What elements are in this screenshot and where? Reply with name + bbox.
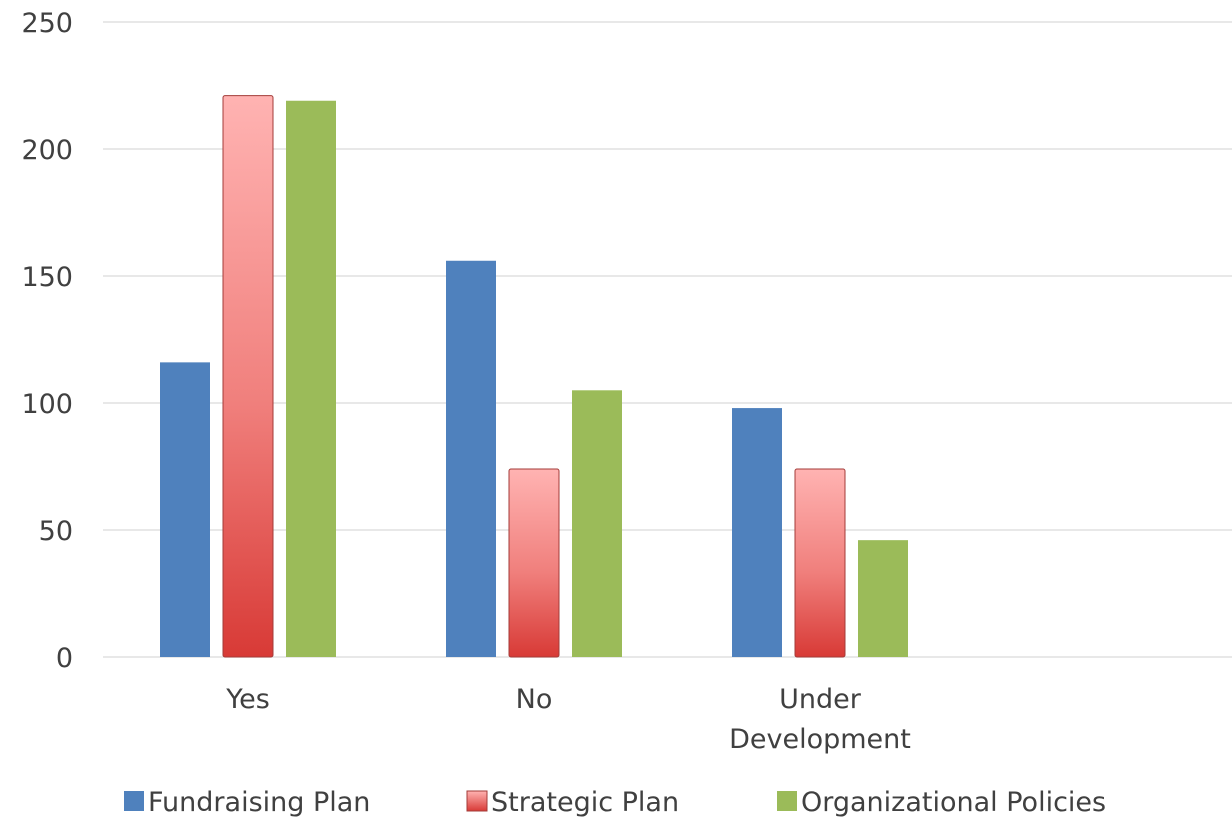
bar-organizational-policies <box>858 540 908 657</box>
legend-swatch <box>466 790 488 812</box>
legend-label: Fundraising Plan <box>148 787 370 818</box>
legend-swatch <box>777 791 797 811</box>
bar-organizational-policies <box>286 100 336 658</box>
y-tick-label: 250 <box>21 8 73 39</box>
y-tick-label: 0 <box>56 643 73 674</box>
bar-strategic-plan <box>508 468 560 658</box>
legend-label: Organizational Policies <box>801 787 1106 818</box>
legend: Fundraising Plan Strategic Plan Organizati… <box>124 787 1106 818</box>
bar-strategic-plan <box>222 95 274 658</box>
y-tick-label: 100 <box>21 389 73 420</box>
y-tick-label: 150 <box>21 262 73 293</box>
x-tick-label: Development <box>729 724 911 755</box>
legend-label: Strategic Plan <box>491 787 679 818</box>
bars <box>160 95 908 658</box>
bar-organizational-policies <box>572 390 622 657</box>
x-tick-label: Yes <box>225 684 270 715</box>
legend-swatch <box>124 791 144 811</box>
x-axis-tick-labels: Yes No Under Development <box>225 684 911 755</box>
y-tick-label: 50 <box>39 516 73 547</box>
y-tick-label: 200 <box>21 135 73 166</box>
x-tick-label: No <box>516 684 553 715</box>
y-axis-tick-labels: 0 50 100 150 200 250 <box>21 8 73 674</box>
bar-fundraising-plan <box>446 260 496 657</box>
bar-fundraising-plan <box>160 362 210 657</box>
bar-strategic-plan <box>794 468 846 658</box>
bar-fundraising-plan <box>732 408 782 657</box>
x-tick-label: Under <box>779 684 862 715</box>
